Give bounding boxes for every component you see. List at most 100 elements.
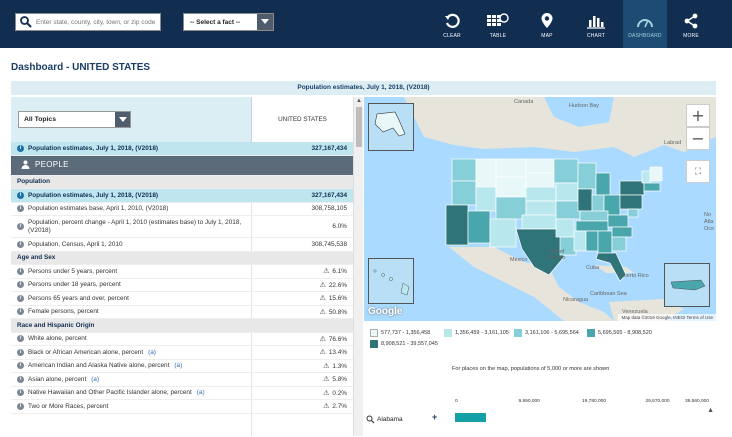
footnote-link[interactable]: (a) bbox=[148, 348, 156, 356]
info-icon[interactable]: i bbox=[17, 281, 24, 289]
chart-button[interactable]: CHART bbox=[574, 0, 618, 48]
more-label: MORE bbox=[683, 33, 699, 39]
row-label-text: Native Hawaiian and Other Pacific Island… bbox=[28, 389, 192, 396]
table-row[interactable]: i American Indian and Alaska Native alone… bbox=[11, 360, 353, 373]
clear-label: CLEAR bbox=[443, 33, 461, 39]
info-icon[interactable]: i bbox=[17, 295, 24, 302]
table-row[interactable]: i Persons under 18 years, percent ⚠ 22.6% bbox=[11, 279, 353, 292]
legend-item: 577,737 - 1,356,458 bbox=[370, 329, 430, 337]
table-row[interactable]: i White alone, percent ⚠ 76.6% bbox=[11, 333, 353, 346]
warning-icon[interactable]: ⚠ bbox=[323, 268, 330, 276]
column-divider bbox=[251, 142, 252, 436]
zoom-in-button[interactable]: + bbox=[686, 104, 710, 127]
row-label-text: White alone, percent bbox=[28, 335, 87, 342]
table-row[interactable]: i Two or More Races, percent ⚠ 2.7% bbox=[11, 400, 353, 414]
map-button[interactable]: MAP bbox=[525, 0, 569, 48]
row-label: i Persons under 18 years, percent bbox=[17, 281, 243, 289]
legend-label: 1,356,459 - 3,161,105 bbox=[455, 330, 509, 336]
info-icon[interactable]: i bbox=[17, 145, 24, 152]
warning-icon[interactable]: ⚠ bbox=[323, 403, 330, 411]
row-label-text: Age and Sex bbox=[17, 254, 56, 261]
row-label: i Persons under 5 years, percent bbox=[17, 268, 243, 276]
warning-icon[interactable]: ⚠ bbox=[319, 335, 326, 343]
add-state-button[interactable]: + bbox=[432, 412, 438, 422]
legend-item: 8,908,521 - 39,557,045 bbox=[370, 340, 438, 348]
footnote-link[interactable]: (a) bbox=[196, 389, 205, 396]
info-icon[interactable]: i bbox=[17, 192, 24, 199]
row-value: ⚠ 1.3% bbox=[323, 362, 347, 370]
map-label-nicaragua: Nicaragua bbox=[563, 297, 589, 303]
table-icon bbox=[487, 13, 509, 26]
puerto-rico-inset[interactable] bbox=[664, 263, 710, 307]
table-row[interactable]: i Persons under 5 years, percent ⚠ 6.1% bbox=[11, 265, 353, 279]
warning-icon[interactable]: ⚠ bbox=[323, 389, 330, 397]
zoom-out-button[interactable]: − bbox=[686, 127, 710, 150]
warning-icon[interactable]: ⚠ bbox=[319, 349, 326, 357]
table-row[interactable]: i Population, Census, April 1, 2010 308,74… bbox=[11, 238, 353, 252]
google-logo: Google bbox=[368, 306, 403, 317]
table-row[interactable]: i Population estimates, July 1, 2018, (V2… bbox=[11, 142, 353, 156]
table-row[interactable]: i Native Hawaiian and Other Pacific Islan… bbox=[11, 387, 353, 400]
table-row[interactable]: i Population estimates base, April 1, 201… bbox=[11, 203, 353, 216]
info-icon[interactable]: i bbox=[17, 241, 24, 248]
table-button[interactable]: TABLE bbox=[476, 0, 520, 48]
warning-icon[interactable]: ⚠ bbox=[323, 376, 330, 384]
warning-icon[interactable]: ⚠ bbox=[323, 362, 330, 370]
table-row[interactable]: i Black or African American alone, percen… bbox=[11, 346, 353, 360]
more-button[interactable]: MORE bbox=[669, 0, 713, 48]
info-icon[interactable]: i bbox=[17, 205, 24, 213]
legend-swatch bbox=[370, 340, 378, 348]
legend-item: 5,695,565 - 8,908,520 bbox=[587, 329, 652, 337]
info-icon[interactable]: i bbox=[17, 335, 24, 343]
table-scrollbar[interactable]: ▲ bbox=[353, 97, 363, 436]
clear-button[interactable]: CLEAR bbox=[430, 0, 474, 48]
footnote-link[interactable]: (a) bbox=[174, 362, 183, 369]
bar-alabama[interactable] bbox=[455, 413, 487, 422]
map-label-cuba: Cuba bbox=[586, 265, 600, 271]
select-fact-dropdown[interactable]: -- Select a fact -- bbox=[183, 13, 274, 31]
alaska-inset[interactable] bbox=[368, 103, 414, 151]
warning-icon[interactable]: ⚠ bbox=[319, 281, 326, 289]
row-label-text: Female persons, percent bbox=[28, 308, 99, 315]
clear-icon bbox=[445, 13, 460, 28]
search-input[interactable] bbox=[36, 18, 160, 26]
row-label: i Female persons, percent bbox=[17, 308, 243, 316]
choropleth-map[interactable]: + − ⛶ Canada Hudson Bay Labrad Mexico Gu… bbox=[364, 97, 716, 321]
state-row[interactable]: Alabama bbox=[366, 415, 403, 424]
map-attribution[interactable]: Map data ©2019 Google, INEGI Terms of Us… bbox=[618, 314, 716, 321]
row-value-text: 6.0% bbox=[332, 223, 347, 230]
footnote-link[interactable]: (a) bbox=[91, 375, 100, 383]
table-row[interactable]: i Persons 65 years and over, percent ⚠ 15.6… bbox=[11, 292, 353, 306]
category-row: Race and Hispanic Origin bbox=[11, 319, 353, 333]
scroll-up-icon[interactable]: ▲ bbox=[356, 98, 362, 104]
scroll-up-icon[interactable]: ▲ bbox=[707, 407, 714, 414]
dashboard-button[interactable]: DASHBOARD bbox=[623, 0, 667, 48]
row-value-text: 15.6% bbox=[328, 295, 347, 303]
fullscreen-button[interactable]: ⛶ bbox=[686, 160, 710, 183]
table-row[interactable]: i Population estimates, July 1, 2018, (V2… bbox=[11, 189, 353, 203]
us-states bbox=[445, 158, 663, 282]
info-icon[interactable]: i bbox=[17, 403, 24, 410]
table-row[interactable]: i Population, percent change - April 1, 2… bbox=[11, 216, 353, 238]
table-row[interactable]: i Female persons, percent ⚠ 50.8% bbox=[11, 306, 353, 319]
scrollbar-thumb[interactable] bbox=[356, 107, 362, 147]
chart-label: CHART bbox=[586, 33, 606, 39]
info-icon[interactable]: i bbox=[17, 362, 24, 370]
info-icon[interactable]: i bbox=[17, 268, 24, 275]
warning-icon[interactable]: ⚠ bbox=[319, 295, 326, 303]
info-icon[interactable]: i bbox=[17, 349, 24, 356]
info-icon[interactable]: i bbox=[17, 223, 24, 230]
row-value: ⚠ 22.6% bbox=[320, 281, 347, 289]
axis-tick-label: 29,670,000 bbox=[645, 399, 670, 404]
hawaii-inset[interactable] bbox=[368, 258, 414, 304]
info-icon[interactable]: i bbox=[17, 308, 24, 316]
row-label-text: Black or African American alone, percent bbox=[28, 348, 144, 356]
search-box[interactable] bbox=[15, 13, 161, 31]
row-value: ⚠ 2.7% bbox=[323, 402, 347, 410]
table-row[interactable]: i Asian alone, percent (a) ⚠ 5.8% bbox=[11, 373, 353, 387]
info-icon[interactable]: i bbox=[17, 389, 24, 397]
axis-tick-label: 9,890,000 bbox=[518, 399, 540, 404]
warning-icon[interactable]: ⚠ bbox=[319, 308, 326, 316]
topics-dropdown[interactable]: All Topics bbox=[18, 111, 131, 128]
info-icon[interactable]: i bbox=[17, 376, 24, 383]
